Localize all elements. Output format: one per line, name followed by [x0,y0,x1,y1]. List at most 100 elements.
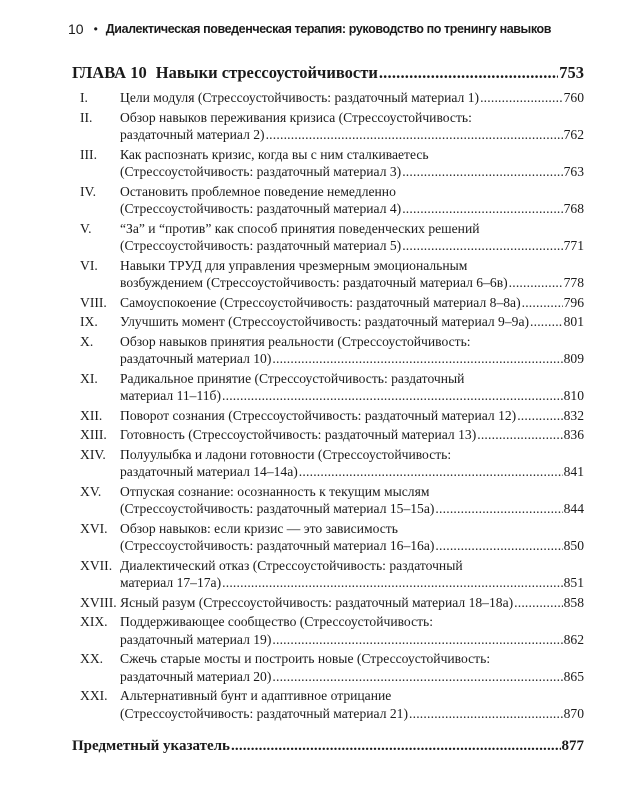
toc-entry[interactable]: XX. Сжечь старые мосты и построить новые … [72,650,584,685]
entry-numeral: VIII. [80,294,107,310]
entry-page: 832 [563,407,584,423]
entry-text: Обзор навыков: если кризис — это зависим… [120,520,398,536]
toc-entry[interactable]: XXI. Альтернативный бунт и адаптивное отр… [72,687,584,722]
entry-numeral: X. [80,333,94,349]
entry-text: (Стрессоустойчивость: раздаточный матери… [120,501,435,516]
entry-text: Альтернативный бунт и адаптивное отрицан… [120,688,392,703]
index-entry[interactable]: Предметный указатель 877 [72,736,584,756]
running-header: 10 • Диалектическая поведенческая терапи… [68,20,551,38]
entry-text: Готовность (Стрессоустойчивость: раздато… [120,427,477,442]
index-page: 877 [561,738,585,754]
entry-text: Улучшить момент (Стрессоустойчивость: ра… [120,314,529,329]
entry-numeral: II. [80,109,93,125]
entry-numeral: XVII. [80,557,113,573]
entry-text: (Стрессоустойчивость: раздаточный матери… [120,201,402,216]
entry-text: Диалектический отказ (Стрессоустойчивост… [120,557,463,573]
entry-page: 862 [563,631,584,647]
entry-numeral: IX. [80,314,98,329]
entry-text: “За” и “против” как способ принятия пове… [120,220,480,236]
entry-numeral: XIX. [80,614,108,629]
entry-numeral: IV. [80,183,96,199]
dot-leader [266,126,563,144]
chapter-page: 753 [559,63,584,82]
chapter-heading[interactable]: ГЛАВА 10 Навыки стрессоустойчивости 753 [72,62,584,84]
entry-numeral: V. [80,220,92,236]
toc-entry[interactable]: VIII. Самоуспокоение (Стрессоустойчивость… [72,294,584,312]
entry-page: 810 [563,388,584,403]
entry-page: 858 [563,594,584,610]
entry-page: 801 [563,314,584,329]
dot-leader [222,387,563,405]
dot-leader [272,631,562,649]
entry-page: 796 [563,294,584,310]
entry-text: Полуулыбка и ладони готовности (Стрессоу… [120,446,452,462]
toc-entry[interactable]: II. Обзор навыков переживания кризиса (Ст… [72,109,584,144]
toc-entry[interactable]: I. Цели модуля (Стрессоустойчивость: разд… [72,89,584,107]
entry-text: раздаточный материал 14–14а) [120,464,298,479]
entry-text: Как распознать кризис, когда вы с ним ст… [120,146,429,162]
entry-numeral: XVI. [80,520,108,536]
entry-numeral: XIV. [80,446,106,462]
dot-leader [514,594,562,612]
entry-text: Радикальное принятие (Стрессоустойчивост… [120,370,465,386]
dot-leader [272,350,562,368]
page-number: 10 [68,21,84,37]
entry-text: раздаточный материал 2) [120,127,265,142]
dot-leader [435,537,562,555]
entry-numeral: III. [80,146,97,162]
toc-entry[interactable]: III. Как распознать кризис, когда вы с ни… [72,146,584,181]
entry-numeral: XIII. [80,427,107,442]
toc-entry[interactable]: XI. Радикальное принятие (Стрессоустойчив… [72,370,584,405]
entry-numeral: XV. [80,483,102,499]
toc-entry[interactable]: V. “За” и “против” как способ принятия по… [72,220,584,255]
chapter-label: ГЛАВА 10 [72,63,147,82]
entry-page: 841 [563,464,584,479]
dot-leader [402,237,562,255]
entry-text: (Стрессоустойчивость: раздаточный матери… [120,238,402,253]
toc-entry[interactable]: XVIII. Ясный разум (Стрессоустойчивость: … [72,594,584,612]
entry-text: раздаточный материал 19) [120,631,272,647]
entry-text: (Стрессоустойчивость: раздаточный матери… [120,705,408,721]
entry-numeral: XI. [80,370,98,386]
toc-entry[interactable]: XIV. Полуулыбка и ладони готовности (Стре… [72,446,584,481]
dot-leader [231,736,561,756]
entry-text: раздаточный материал 20) [120,668,272,684]
entry-text: Обзор навыков принятия реальности (Стрес… [120,333,471,349]
entry-page: 850 [563,538,584,553]
chapter-title: Навыки стрессоустойчивости [155,63,378,82]
toc-entry[interactable]: IV. Остановить проблемное поведение немед… [72,183,584,218]
toc-entry[interactable]: IX. Улучшить момент (Стрессоустойчивость:… [72,313,584,331]
dot-leader [222,574,562,592]
entry-numeral: XXI. [80,688,108,703]
entry-text: Цели модуля (Стрессоустойчивость: раздат… [120,90,480,105]
table-of-contents: ГЛАВА 10 Навыки стрессоустойчивости 753 … [72,62,584,756]
bullet: • [93,22,98,36]
entry-page: 771 [563,238,584,253]
dot-leader [379,62,558,84]
entry-page: 851 [563,575,584,590]
dot-leader [299,463,563,481]
toc-entry[interactable]: XVII. Диалектический отказ (Стрессоустойч… [72,557,584,592]
index-title: Предметный указатель [72,738,230,754]
entry-text: материал 17–17а) [120,575,222,590]
toc-entry[interactable]: XIX. Поддерживающее сообщество (Стрессоус… [72,613,584,648]
toc-entry[interactable]: X. Обзор навыков принятия реальности (Стр… [72,333,584,368]
entry-text: Самоуспокоение (Стрессоустойчивость: раз… [120,294,521,310]
entry-page: 836 [563,427,584,442]
entry-text: Навыки ТРУД для управления чрезмерным эм… [120,257,468,273]
entry-page: 778 [563,275,584,290]
dot-leader [409,705,563,723]
toc-entry[interactable]: XV. Отпуская сознание: осознанность к тек… [72,483,584,518]
dot-leader [530,313,563,331]
dot-leader [480,89,563,107]
toc-entry[interactable]: XVI. Обзор навыков: если кризис — это зав… [72,520,584,555]
toc-entry[interactable]: XIII. Готовность (Стрессоустойчивость: ра… [72,426,584,444]
entry-text: раздаточный материал 10) [120,351,272,366]
entry-page: 870 [563,705,584,721]
entry-numeral: I. [80,90,88,105]
toc-entry[interactable]: XII. Поворот сознания (Стрессоустойчивост… [72,407,584,425]
dot-leader [517,407,562,425]
entry-text: Отпуская сознание: осознанность к текущи… [120,483,430,499]
entry-numeral: XII. [80,407,103,423]
toc-entry[interactable]: VI. Навыки ТРУД для управления чрезмерным… [72,257,584,292]
